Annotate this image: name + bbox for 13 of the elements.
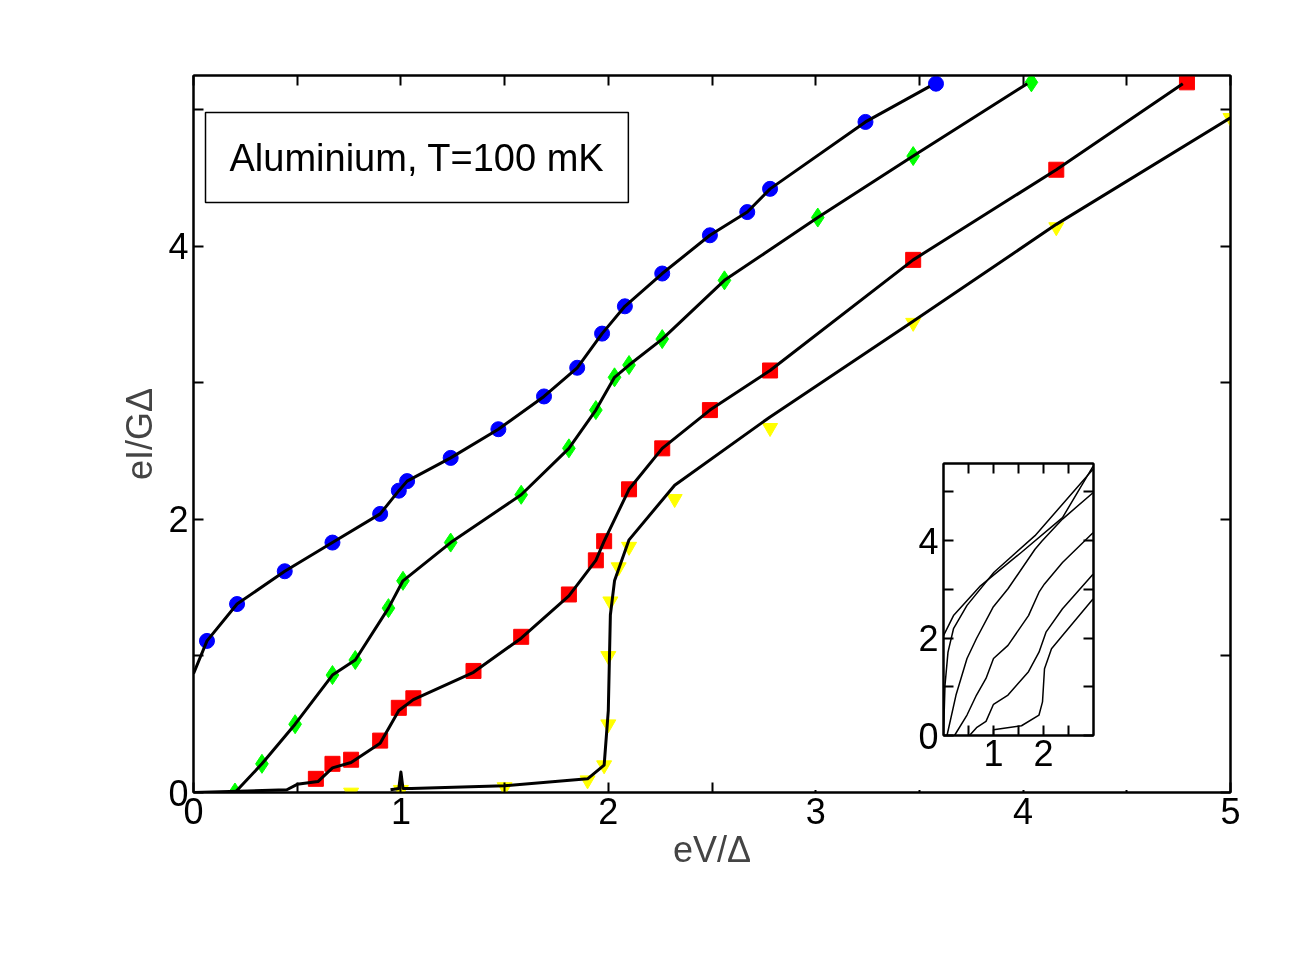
- y-tick-label: 4: [168, 226, 189, 268]
- y-tick-label: 4: [918, 520, 939, 562]
- x-tick-label: 5: [1220, 790, 1241, 832]
- x-tick-label: 1: [983, 732, 1004, 774]
- x-tick-label: 4: [1013, 790, 1034, 832]
- x-tick-label: 3: [805, 790, 826, 832]
- annotation: Aluminium, T=100 mK: [229, 136, 604, 179]
- y-tick-label: 2: [168, 499, 189, 541]
- y-tick-label: 2: [918, 618, 939, 660]
- y-axis-title: eI/GΔ: [119, 387, 161, 481]
- x-tick-label: 2: [598, 790, 619, 832]
- x-tick-label: 1: [390, 790, 411, 832]
- x-axis-title: eV/Δ: [672, 828, 752, 870]
